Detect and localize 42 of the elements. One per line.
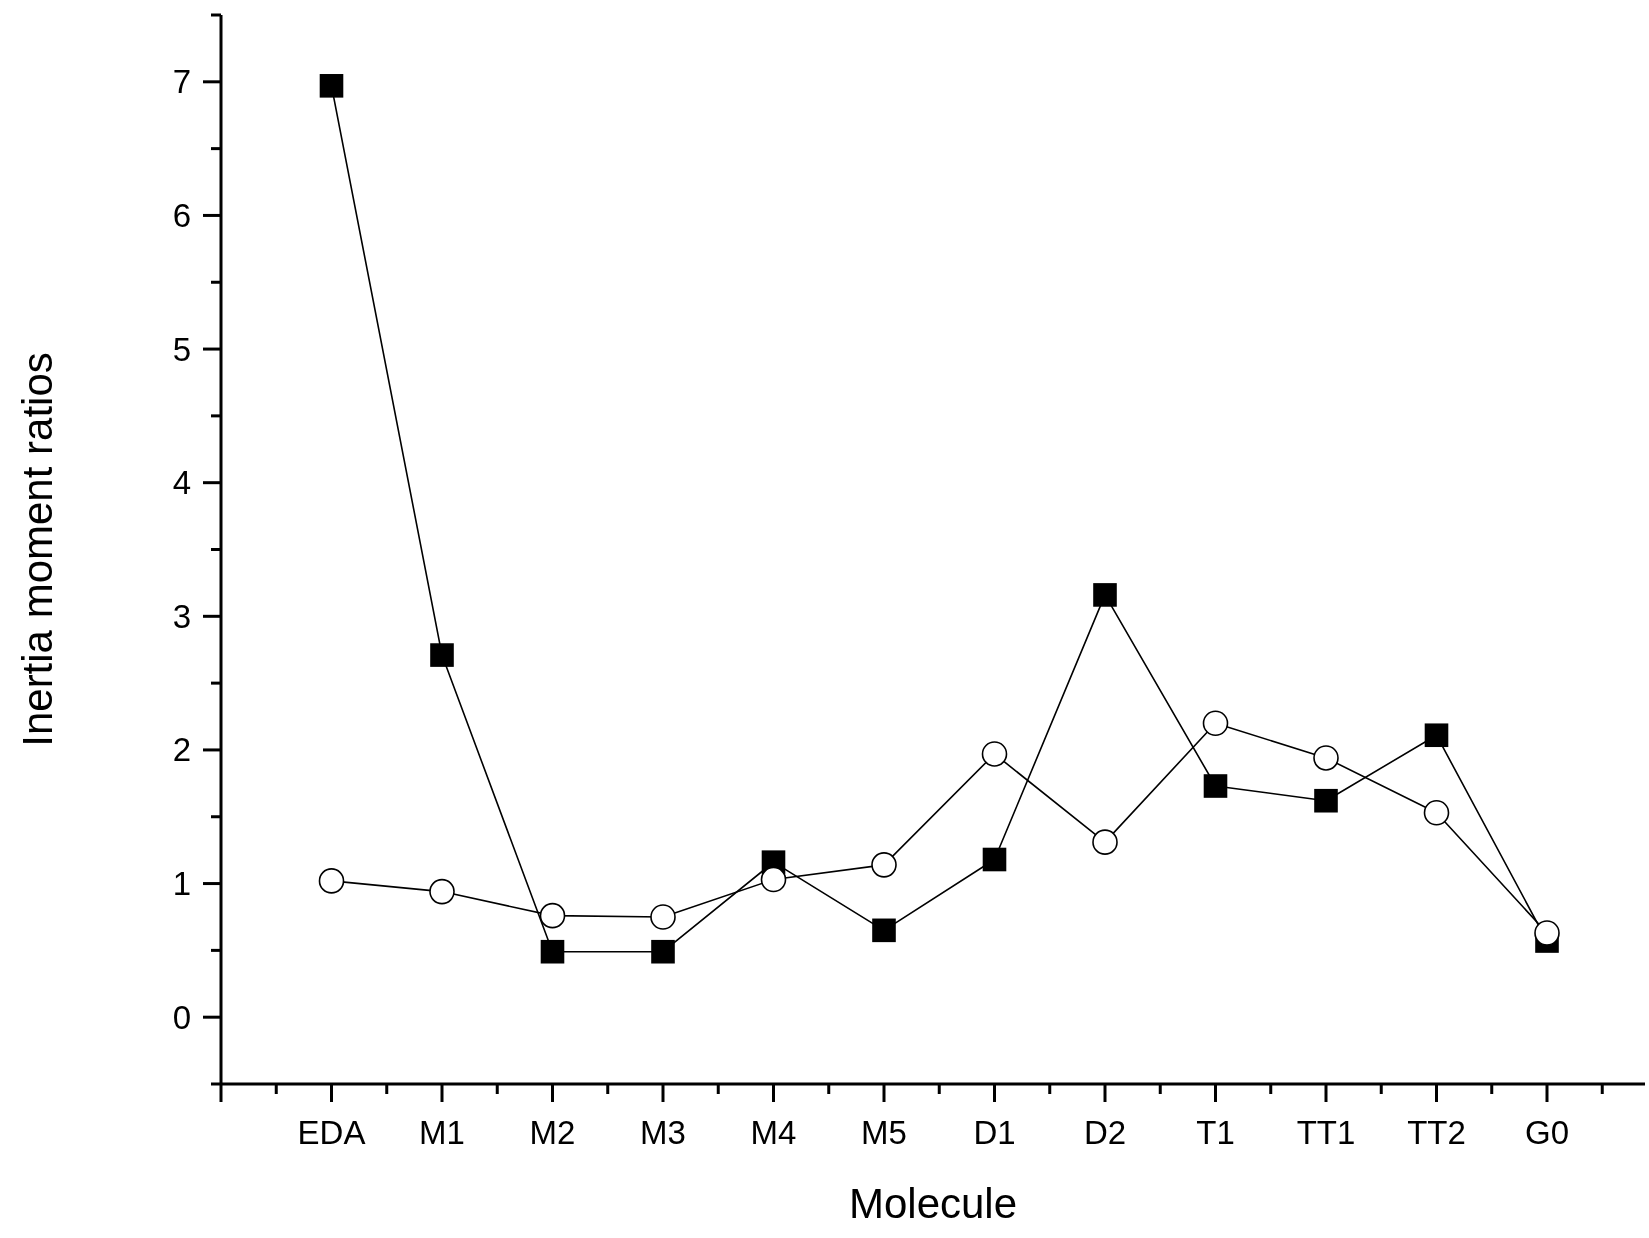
- point: [1203, 774, 1228, 798]
- x-tick-label: EDA: [297, 1114, 366, 1151]
- x-tick-label: G0: [1524, 1114, 1570, 1151]
- y-axis-title: Inertia moment ratios: [14, 352, 61, 747]
- point: [871, 852, 897, 878]
- y-tick-label: 6: [172, 196, 191, 234]
- point: [429, 878, 455, 905]
- point: [539, 902, 566, 929]
- point: [1202, 710, 1229, 737]
- point: [1534, 920, 1560, 946]
- x-tick-label: D2: [1083, 1114, 1127, 1151]
- x-tick-label: D1: [973, 1114, 1016, 1151]
- point: [1424, 723, 1449, 748]
- point: [1092, 829, 1118, 855]
- x-axis-title: Molecule: [848, 1180, 1018, 1227]
- point: [1314, 788, 1338, 813]
- point: [319, 74, 344, 98]
- y-tick-label: 4: [172, 464, 191, 502]
- y-tick-label: 1: [172, 865, 191, 903]
- point: [1313, 745, 1339, 771]
- point: [981, 741, 1008, 767]
- y-tick-label: 2: [172, 731, 191, 769]
- x-tick-label: T1: [1196, 1114, 1235, 1151]
- x-tick-label: M5: [861, 1114, 907, 1151]
- point: [982, 847, 1007, 872]
- x-tick-label: M1: [419, 1114, 465, 1151]
- y-tick-label: 0: [172, 998, 191, 1036]
- point: [540, 939, 565, 964]
- point: [760, 866, 787, 893]
- point: [430, 643, 454, 667]
- point: [651, 939, 675, 964]
- x-tick-label: M2: [529, 1114, 576, 1151]
- x-tick-label: TT1: [1296, 1114, 1356, 1151]
- point: [1093, 583, 1117, 607]
- x-tick-label: M4: [750, 1114, 797, 1151]
- point: [872, 918, 896, 943]
- y-tick-label: 3: [172, 597, 191, 635]
- y-tick-label: 7: [172, 63, 191, 101]
- x-tick-label: TT2: [1407, 1114, 1466, 1151]
- x-tick-label: M3: [640, 1114, 686, 1151]
- point: [1423, 799, 1450, 826]
- y-tick-label: 5: [172, 330, 191, 368]
